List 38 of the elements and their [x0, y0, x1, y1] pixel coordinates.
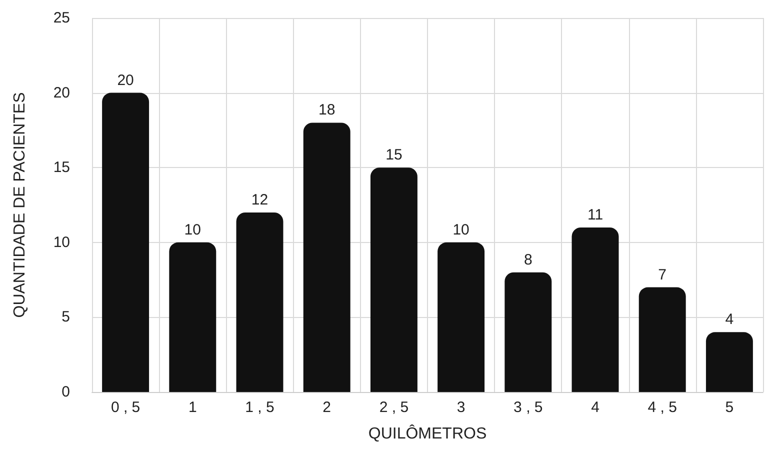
bar — [504, 272, 552, 392]
x-axis-title: QUILÔMETROS — [368, 424, 487, 442]
data-label: 15 — [386, 146, 402, 164]
x-tick-label: 2 , 5 — [379, 399, 409, 416]
bar — [706, 332, 753, 392]
data-label: 20 — [117, 72, 134, 89]
bar — [572, 227, 619, 392]
data-label: 11 — [587, 206, 604, 224]
bar — [236, 212, 284, 392]
y-tick-label: 20 — [53, 84, 70, 102]
data-label: 10 — [452, 221, 470, 238]
x-tick-label: 4 — [591, 399, 600, 416]
bar — [438, 242, 485, 392]
bar — [370, 168, 418, 392]
bar — [102, 92, 150, 392]
bar — [303, 122, 350, 392]
x-tick-label: 0 , 5 — [110, 399, 140, 416]
data-label: 10 — [184, 221, 201, 238]
data-label: 4 — [725, 311, 734, 328]
x-tick-label: 1 , 5 — [245, 399, 274, 416]
x-tick-label: 3 , 5 — [514, 399, 543, 416]
bar — [638, 287, 686, 392]
data-label: 8 — [524, 251, 532, 268]
x-tick-label: 4 , 5 — [648, 399, 677, 416]
x-tick-label: 3 — [456, 399, 466, 416]
x-tick-label: 1 — [188, 399, 197, 416]
data-label: 18 — [318, 102, 336, 119]
y-axis-title: QUANTIDADE DE PACIENTES — [12, 92, 28, 318]
y-tick-label: 0 — [62, 384, 70, 400]
y-tick-label: 15 — [53, 159, 70, 176]
y-tick-label: 25 — [53, 10, 70, 26]
y-tick-label: 10 — [53, 234, 70, 251]
data-label: 7 — [658, 266, 667, 284]
bar — [169, 242, 216, 392]
y-tick-label: 5 — [62, 308, 70, 326]
x-tick-label: 2 — [322, 399, 332, 416]
x-tick-label: 5 — [725, 399, 734, 416]
data-label: 12 — [251, 191, 268, 208]
